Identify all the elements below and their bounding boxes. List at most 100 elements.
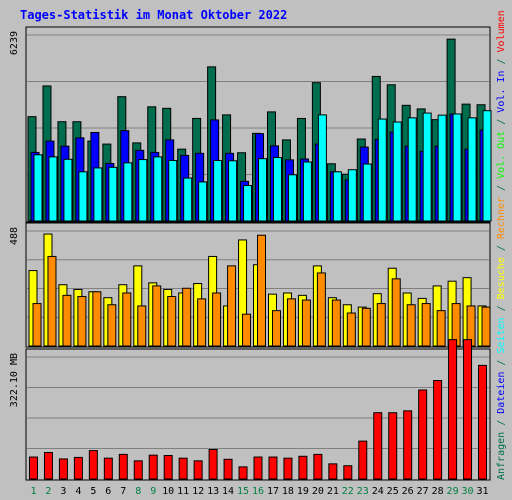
bar-seiten-day-21 <box>332 171 342 222</box>
bar-volumen-day-29 <box>448 339 458 480</box>
x-tick-label-day-27: 27 <box>417 486 429 497</box>
bar-rechner-day-23 <box>361 307 371 347</box>
bar-rechner-day-31 <box>481 306 491 347</box>
x-tick-label-day-21: 21 <box>327 486 339 497</box>
legend-vol-in: Vol. In <box>496 71 507 113</box>
x-tick-label-day-1: 1 <box>30 486 36 497</box>
bar-volumen-day-11 <box>178 457 188 480</box>
right-legend-text: Anfragen / Dateien / Seiten / Besuche / … <box>496 10 507 480</box>
legend-volumen: Volumen <box>496 10 507 52</box>
legend-separator: / <box>496 179 507 197</box>
bar-seiten-day-10 <box>168 159 178 222</box>
legend-separator: / <box>496 239 507 257</box>
x-tick-label-day-3: 3 <box>60 486 66 497</box>
bar-seiten-day-25 <box>392 121 402 222</box>
x-tick-label-day-8: 8 <box>135 486 141 497</box>
bar-volumen-day-20 <box>313 453 323 480</box>
bar-seiten-day-19 <box>302 161 312 222</box>
bar-seiten-day-6 <box>108 166 118 222</box>
bar-seiten-day-22 <box>347 169 357 222</box>
panel-2: 488 <box>9 222 491 348</box>
x-tick-label-day-15: 15 <box>237 486 249 497</box>
bar-volumen-day-15 <box>238 466 248 480</box>
bar-volumen-day-16 <box>253 456 263 480</box>
x-tick-label-day-19: 19 <box>297 486 309 497</box>
bar-rechner-day-26 <box>406 304 416 347</box>
bar-rechner-day-2 <box>47 255 57 347</box>
right-legend: Anfragen / Dateien / Seiten / Besuche / … <box>496 10 507 480</box>
bar-rechner-day-17 <box>271 310 281 347</box>
bar-volumen-day-22 <box>343 465 353 480</box>
bar-rechner-day-8 <box>137 305 147 347</box>
bar-rechner-day-12 <box>197 298 207 347</box>
bar-volumen-day-3 <box>58 458 68 480</box>
bar-rechner-day-24 <box>376 303 386 347</box>
bar-seiten-day-17 <box>272 156 282 222</box>
bar-seiten-day-5 <box>93 167 103 222</box>
bar-seiten-day-2 <box>48 156 58 222</box>
x-tick-label-day-16: 16 <box>252 486 264 497</box>
bar-seiten-day-3 <box>63 158 73 222</box>
x-tick-label-day-20: 20 <box>312 486 324 497</box>
bar-rechner-day-20 <box>316 272 326 347</box>
bar-volumen-day-1 <box>28 456 38 480</box>
legend-seiten: Seiten <box>496 317 507 353</box>
bar-rechner-day-25 <box>391 278 401 347</box>
bar-rechner-day-16 <box>257 234 267 347</box>
bar-seiten-day-7 <box>123 162 133 222</box>
bar-volumen-day-18 <box>283 457 293 480</box>
x-tick-label-day-4: 4 <box>75 486 81 497</box>
bar-seiten-day-14 <box>228 160 238 222</box>
bar-volumen-day-13 <box>208 448 218 480</box>
bar-seiten-day-23 <box>362 163 372 222</box>
bar-rechner-day-21 <box>331 299 341 347</box>
x-tick-label-day-24: 24 <box>372 486 384 497</box>
x-tick-label-day-7: 7 <box>120 486 126 497</box>
bar-rechner-day-5 <box>92 291 102 347</box>
bar-seiten-day-29 <box>452 113 462 222</box>
legend-separator: / <box>496 299 507 317</box>
bar-seiten-day-13 <box>213 159 223 222</box>
bar-rechner-day-9 <box>152 285 162 347</box>
bar-volumen-day-23 <box>358 440 368 480</box>
bar-volumen-day-19 <box>298 455 308 480</box>
bar-volumen-day-24 <box>373 412 383 480</box>
bar-volumen-day-4 <box>73 456 83 480</box>
legend-separator: / <box>496 354 507 372</box>
bar-volumen-day-10 <box>163 455 173 480</box>
bar-volumen-day-26 <box>403 410 413 480</box>
bar-seiten-day-12 <box>198 181 208 222</box>
bar-volumen-day-8 <box>133 460 143 480</box>
bar-volumen-day-25 <box>388 412 398 480</box>
x-tick-label-day-29: 29 <box>447 486 459 497</box>
bar-volumen-day-6 <box>103 457 113 480</box>
x-tick-label-day-5: 5 <box>90 486 96 497</box>
bar-volumen-day-28 <box>433 380 443 480</box>
bar-rechner-day-22 <box>346 312 356 347</box>
chart-panels: 6239 488 322.10 MB <box>9 26 492 481</box>
bar-rechner-day-1 <box>32 303 42 347</box>
x-tick-label-day-31: 31 <box>476 486 488 497</box>
bar-volumen-day-12 <box>193 460 203 480</box>
bar-rechner-day-10 <box>167 296 177 347</box>
x-tick-label-day-2: 2 <box>45 486 51 497</box>
legend-separator: / <box>496 414 507 432</box>
bar-volumen-day-9 <box>148 454 158 480</box>
bar-rechner-day-27 <box>421 303 431 347</box>
x-tick-label-day-13: 13 <box>207 486 219 497</box>
x-tick-label-day-9: 9 <box>150 486 156 497</box>
bar-rechner-day-14 <box>227 265 237 347</box>
bar-volumen-day-5 <box>88 450 98 480</box>
bar-seiten-day-9 <box>153 156 163 222</box>
bar-rechner-day-18 <box>286 298 296 347</box>
x-tick-label-day-30: 30 <box>462 486 474 497</box>
x-tick-label-day-25: 25 <box>387 486 399 497</box>
bar-seiten-day-4 <box>78 171 88 222</box>
bar-volumen-day-31 <box>478 364 488 480</box>
legend-dateien: Dateien <box>496 372 507 414</box>
bar-seiten-day-26 <box>407 117 417 222</box>
y-max-label: 6239 <box>9 31 20 55</box>
bar-volumen-day-14 <box>223 458 233 480</box>
bar-seiten-day-28 <box>437 114 447 222</box>
